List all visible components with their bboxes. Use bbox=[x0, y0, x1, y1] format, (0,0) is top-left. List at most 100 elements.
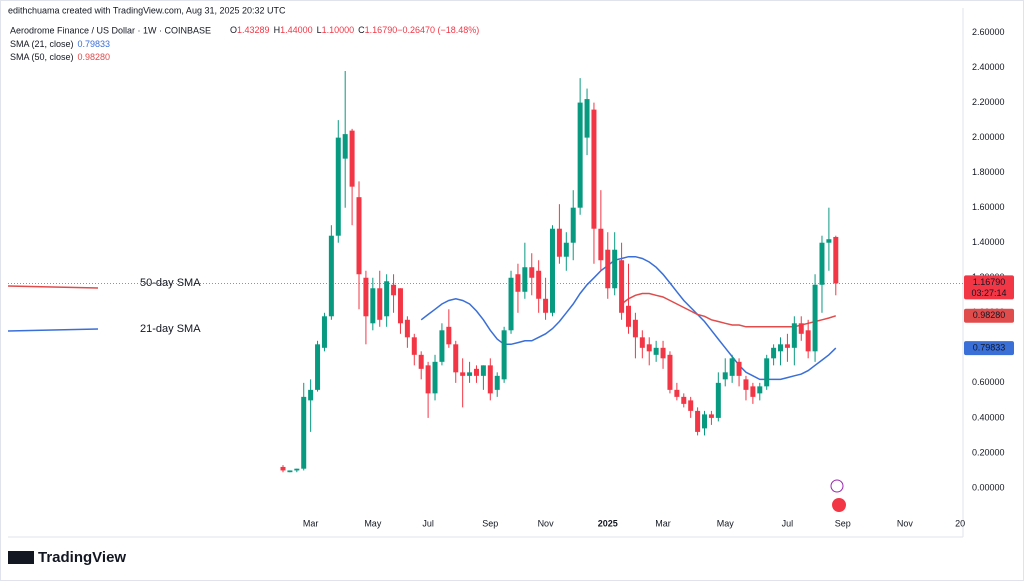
candle-body bbox=[674, 389, 680, 397]
candle-body bbox=[480, 365, 486, 376]
candle-body bbox=[328, 235, 334, 317]
x-tick-label: Jul bbox=[422, 518, 434, 528]
sma-value: 0.79833 bbox=[78, 39, 111, 49]
icons bbox=[830, 479, 846, 512]
candle-body bbox=[543, 298, 549, 313]
ohlc-key: O bbox=[230, 25, 237, 35]
candle-body bbox=[556, 228, 562, 257]
x-tick-label: Mar bbox=[655, 518, 671, 528]
candle-body bbox=[439, 330, 445, 362]
candle-body bbox=[750, 386, 756, 397]
candle-body bbox=[397, 288, 403, 324]
candle-body bbox=[349, 130, 355, 187]
candle-body bbox=[660, 347, 666, 359]
candle-body bbox=[315, 344, 321, 390]
candle-body bbox=[612, 249, 618, 289]
candle-body bbox=[453, 344, 459, 373]
candle-body bbox=[467, 372, 473, 376]
y-tick-label: 2.00000 bbox=[972, 132, 1005, 142]
candle-body bbox=[432, 361, 438, 394]
candle-body bbox=[805, 330, 811, 352]
candle-body bbox=[702, 414, 708, 429]
candle-body bbox=[473, 368, 479, 376]
candle-body bbox=[729, 358, 735, 376]
candle-body bbox=[598, 228, 604, 261]
y-tick-label: 0.40000 bbox=[972, 412, 1005, 422]
y-tick-label: 1.80000 bbox=[972, 167, 1005, 177]
annotation: 21-day SMA bbox=[140, 323, 201, 335]
annotation-line bbox=[7, 285, 99, 289]
x-tick-label: Mar bbox=[303, 518, 319, 528]
candle-body bbox=[356, 197, 362, 275]
sma-value: 0.98280 bbox=[78, 52, 111, 62]
x-tick-label: Nov bbox=[897, 518, 914, 528]
candle-body bbox=[584, 99, 590, 138]
last-price-label: 1.16790 bbox=[973, 277, 1006, 287]
candle-body bbox=[736, 361, 742, 376]
sma-price-label: 0.79833 bbox=[973, 342, 1006, 352]
x-tick-label: May bbox=[717, 518, 735, 528]
candle-body bbox=[287, 470, 293, 473]
candle-body bbox=[487, 365, 493, 394]
sma-price-label: 0.98280 bbox=[973, 310, 1006, 320]
candle-body bbox=[688, 400, 694, 411]
candle-body bbox=[577, 102, 583, 208]
candle-body bbox=[639, 337, 645, 348]
candle-body bbox=[591, 109, 597, 229]
y-tick-label: 2.40000 bbox=[972, 62, 1005, 72]
logo-mark bbox=[8, 551, 34, 564]
sma-name: SMA (21, close) bbox=[10, 39, 74, 49]
sma-price-box bbox=[964, 341, 1014, 356]
candle-body bbox=[404, 319, 410, 338]
candle-body bbox=[681, 396, 687, 404]
x-tick-label: 20 bbox=[955, 518, 965, 528]
candle-body bbox=[819, 242, 825, 285]
candle-body bbox=[708, 414, 714, 418]
candle-body bbox=[460, 372, 466, 376]
candle-body bbox=[529, 267, 535, 278]
y-tick-label: 2.60000 bbox=[972, 27, 1005, 37]
candle-body bbox=[280, 466, 286, 471]
ohlc-value: 1.16790 bbox=[365, 25, 398, 35]
ohlc-value: 1.10000 bbox=[322, 25, 355, 35]
logo: TradingView bbox=[8, 549, 126, 566]
y-tick-label: 0.00000 bbox=[972, 482, 1005, 492]
candle-body bbox=[757, 386, 763, 394]
candle-body bbox=[626, 305, 631, 327]
candle-body bbox=[494, 375, 500, 390]
y-tick-label: 1.40000 bbox=[972, 237, 1005, 247]
credit: edithchuama created with TradingView.com… bbox=[8, 5, 286, 15]
ohlc-value: 1.43289 bbox=[237, 25, 270, 35]
ohlc-value: −0.26470 (−18.48%) bbox=[397, 25, 479, 35]
chart-title: Aerodrome Finance / US Dollar · 1W · COI… bbox=[10, 25, 211, 35]
ohlc-key: L bbox=[317, 25, 322, 35]
candle-body bbox=[563, 242, 569, 257]
candle-body bbox=[695, 410, 701, 432]
ohlc-legend: O1.43289 H1.44000 L1.10000 C1.16790−0.26470… bbox=[230, 25, 479, 35]
x-tick-label: Jul bbox=[782, 518, 794, 528]
flag-icon bbox=[832, 498, 846, 512]
candle-body bbox=[715, 382, 721, 418]
candle-body bbox=[812, 284, 818, 352]
candle-body bbox=[446, 326, 452, 345]
candle-body bbox=[653, 347, 659, 355]
candle-body bbox=[771, 347, 777, 359]
sma-legend: SMA (21, close) 0.79833 bbox=[10, 39, 110, 49]
candle-body bbox=[784, 344, 790, 348]
candle-body bbox=[646, 344, 652, 352]
candle-body bbox=[632, 319, 638, 338]
sma-legend: SMA (50, close) 0.98280 bbox=[10, 52, 110, 62]
event-icon bbox=[830, 479, 844, 493]
candle-body bbox=[515, 274, 521, 292]
sma-name: SMA (50, close) bbox=[10, 52, 74, 62]
candle-body bbox=[342, 134, 348, 159]
candle-body bbox=[570, 207, 576, 243]
candle-body bbox=[667, 354, 673, 390]
candle-body bbox=[605, 249, 611, 289]
last-price-box bbox=[964, 275, 1014, 300]
candle-body bbox=[549, 228, 555, 313]
candle-body bbox=[522, 267, 528, 292]
countdown: 03:27:14 bbox=[971, 288, 1006, 298]
ohlc-key: C bbox=[358, 25, 365, 35]
candle-body bbox=[619, 260, 625, 313]
